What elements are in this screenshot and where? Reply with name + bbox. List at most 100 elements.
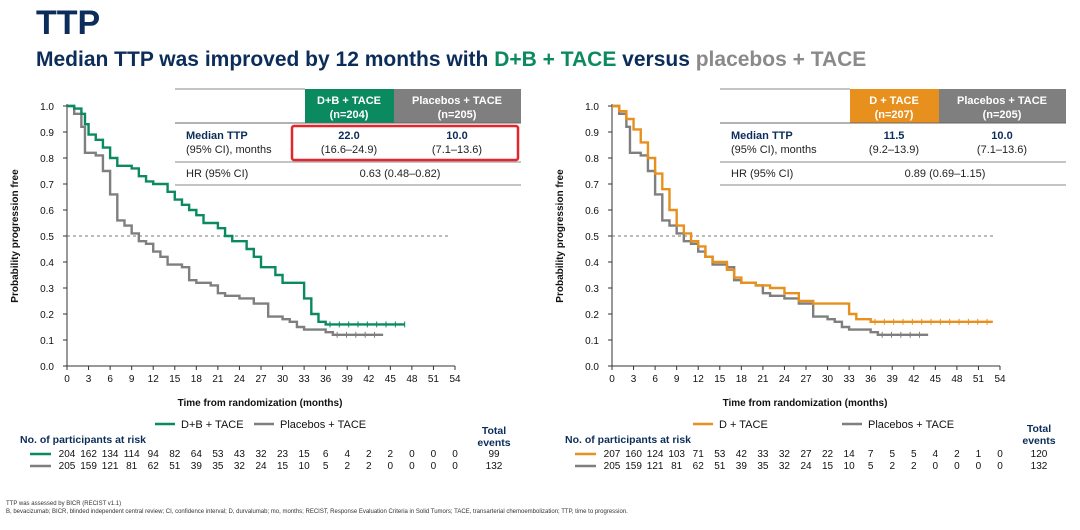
x-tick-label: 36 xyxy=(865,374,877,385)
y-tick-label: 0.6 xyxy=(585,206,599,217)
x-tick-label: 51 xyxy=(973,374,985,385)
x-tick-label: 30 xyxy=(277,374,289,385)
risk-value: 205 xyxy=(59,461,76,472)
x-tick-label: 9 xyxy=(129,374,135,385)
risk-value: 2 xyxy=(889,461,895,472)
x-axis-label: Time from randomization (months) xyxy=(723,398,888,409)
risk-table-title: No. of participants at risk xyxy=(565,434,691,446)
y-tick-label: 0.3 xyxy=(40,284,54,295)
x-tick-label: 12 xyxy=(693,374,705,385)
subtitle-control: placebos + TACE xyxy=(695,48,867,71)
risk-value: 22 xyxy=(822,449,834,460)
risk-value: 71 xyxy=(693,449,705,460)
risk-value: 2 xyxy=(388,449,394,460)
x-tick-label: 24 xyxy=(779,374,791,385)
risk-value: 4 xyxy=(933,449,939,460)
risk-value: 159 xyxy=(80,461,97,472)
legend-label-treatment: D + TACE xyxy=(719,419,768,431)
x-tick-label: 27 xyxy=(800,374,812,385)
legend-label-control: Placebos + TACE xyxy=(868,419,954,431)
treatment-median-value: 22.0 xyxy=(338,130,359,142)
x-tick-label: 33 xyxy=(844,374,856,385)
risk-value: 5 xyxy=(868,461,874,472)
risk-value: 5 xyxy=(889,449,895,460)
y-tick-label: 0.4 xyxy=(585,258,599,269)
risk-value: 10 xyxy=(299,461,311,472)
risk-value: 5 xyxy=(323,461,329,472)
risk-value: 2 xyxy=(911,461,917,472)
risk-value: 4 xyxy=(344,449,350,460)
y-tick-label: 0.7 xyxy=(40,180,54,191)
x-tick-label: 24 xyxy=(234,374,246,385)
risk-value: 39 xyxy=(191,461,203,472)
table-header-control xyxy=(394,89,521,123)
legend-label-control: Placebos + TACE xyxy=(280,419,366,431)
risk-value: 0 xyxy=(409,449,415,460)
risk-value: 0 xyxy=(452,461,458,472)
x-tick-label: 45 xyxy=(385,374,397,385)
x-tick-label: 39 xyxy=(342,374,354,385)
risk-value: 14 xyxy=(844,449,856,460)
y-axis-label: Probability progression free xyxy=(555,169,566,303)
x-tick-label: 42 xyxy=(908,374,920,385)
total-events-label: Total xyxy=(1027,423,1051,435)
km-chart-left: 0.00.10.20.30.40.50.60.70.80.91.00 3 6 9 12 1… xyxy=(10,88,521,472)
total-events-label: events xyxy=(1022,435,1055,447)
km-chart-right: 0.00.10.20.30.40.50.60.70.80.91.00 3 6 9 12 1… xyxy=(555,88,1066,472)
x-tick-label: 21 xyxy=(212,374,224,385)
median-ttp-label: Median TTP xyxy=(186,130,248,142)
risk-value: 0 xyxy=(388,461,394,472)
x-tick-label: 9 xyxy=(674,374,680,385)
risk-value: 114 xyxy=(124,449,140,460)
hr-value: 0.89 (0.69–1.15) xyxy=(905,168,986,180)
x-tick-label: 48 xyxy=(951,374,963,385)
risk-value: 0 xyxy=(431,461,437,472)
x-tick-label: 3 xyxy=(86,374,92,385)
footnotes: TTP was assessed by BICR (RECIST v1.1) B… xyxy=(6,500,628,516)
risk-value: 121 xyxy=(102,461,119,472)
y-tick-label: 0.0 xyxy=(40,362,54,373)
x-axis-label: Time from randomization (months) xyxy=(178,398,343,409)
total-events-value: 99 xyxy=(488,449,500,460)
risk-value: 134 xyxy=(102,449,119,460)
x-tick-label: 39 xyxy=(887,374,899,385)
table-header-control-n: (n=205) xyxy=(983,109,1022,121)
risk-value: 62 xyxy=(148,461,160,472)
table-header-control-name: Placebos + TACE xyxy=(957,95,1047,107)
risk-value: 2 xyxy=(954,449,960,460)
x-tick-label: 0 xyxy=(609,374,615,385)
risk-value: 124 xyxy=(647,449,664,460)
risk-value: 6 xyxy=(323,449,329,460)
table-header-control-name: Placebos + TACE xyxy=(412,95,502,107)
page-title: TTP xyxy=(36,4,101,42)
x-tick-label: 18 xyxy=(736,374,748,385)
risk-value: 39 xyxy=(736,461,748,472)
risk-value: 53 xyxy=(714,449,726,460)
total-events-value: 132 xyxy=(486,461,503,472)
y-tick-label: 1.0 xyxy=(40,102,54,113)
footnote-line: B, bevacizumab; BICR, blinded independen… xyxy=(6,509,628,515)
y-tick-label: 0.5 xyxy=(585,232,599,243)
risk-value: 0 xyxy=(452,449,458,460)
x-tick-label: 6 xyxy=(652,374,658,385)
risk-value: 81 xyxy=(126,461,138,472)
y-tick-label: 0.1 xyxy=(585,336,599,347)
x-tick-label: 54 xyxy=(994,374,1006,385)
y-tick-label: 0.7 xyxy=(585,180,599,191)
x-tick-label: 3 xyxy=(631,374,637,385)
risk-value: 51 xyxy=(714,461,726,472)
control-median-value: 10.0 xyxy=(446,130,467,142)
x-tick-label: 45 xyxy=(930,374,942,385)
x-tick-label: 30 xyxy=(822,374,834,385)
table-header-treatment-name: D+B + TACE xyxy=(317,95,381,107)
risk-value: 2 xyxy=(366,461,372,472)
risk-value: 53 xyxy=(212,449,224,460)
risk-value: 15 xyxy=(277,461,289,472)
total-events-label: events xyxy=(477,437,510,449)
table-header-treatment-n: (n=204) xyxy=(330,109,369,121)
control-median-ci: (7.1–13.6) xyxy=(432,144,482,156)
y-tick-label: 0.1 xyxy=(40,336,54,347)
risk-value: 32 xyxy=(255,449,267,460)
subtitle-text: Median TTP was improved by 12 months wit… xyxy=(36,48,495,71)
risk-value: 82 xyxy=(169,449,181,460)
